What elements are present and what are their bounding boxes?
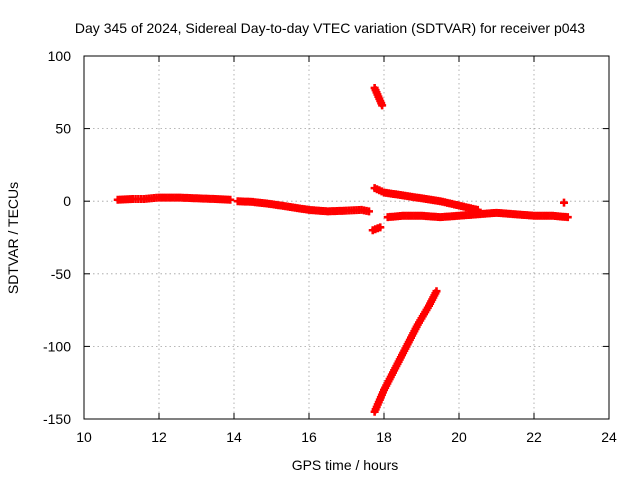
x-tick-label: 20 bbox=[451, 429, 467, 445]
y-tick-label: -50 bbox=[51, 266, 71, 282]
data-point bbox=[432, 287, 441, 296]
series-mid-trend bbox=[233, 197, 373, 216]
data-point bbox=[560, 198, 568, 207]
chart-title: Day 345 of 2024, Sidereal Day-to-day VTE… bbox=[75, 20, 585, 36]
y-tick-label: 100 bbox=[48, 48, 72, 64]
data-point bbox=[365, 207, 373, 216]
x-tick-label: 14 bbox=[226, 429, 242, 445]
y-tick-label: -100 bbox=[43, 338, 71, 354]
y-axis-label: SDTVAR / TECUs bbox=[5, 182, 21, 294]
data-point bbox=[563, 213, 572, 222]
y-tick-label: 0 bbox=[63, 193, 71, 209]
data-point bbox=[378, 101, 387, 110]
series-decline-after-jump bbox=[370, 184, 482, 214]
series-ramp bbox=[370, 287, 441, 416]
x-axis-label: GPS time / hours bbox=[292, 457, 399, 473]
data-points bbox=[113, 83, 572, 416]
y-tick-label: 50 bbox=[55, 121, 71, 137]
x-tick-label: 22 bbox=[526, 429, 542, 445]
y-tick-label: -150 bbox=[43, 411, 71, 427]
y-ticks: -150 -100 -50 0 50 100 bbox=[43, 48, 609, 427]
plot-frame bbox=[83, 55, 610, 420]
x-tick-label: 16 bbox=[301, 429, 317, 445]
series-lower-band bbox=[383, 208, 572, 222]
series-drop-segment bbox=[370, 83, 387, 110]
x-tick-label: 24 bbox=[601, 429, 617, 445]
x-tick-label: 10 bbox=[76, 429, 92, 445]
series-small-dip bbox=[368, 223, 385, 235]
x-tick-label: 12 bbox=[151, 429, 167, 445]
series-main-trend bbox=[113, 193, 235, 204]
data-point bbox=[226, 195, 235, 204]
data-point bbox=[376, 223, 385, 232]
x-tick-label: 18 bbox=[376, 429, 392, 445]
x-ticks: 10 12 14 16 18 20 22 24 bbox=[76, 56, 617, 445]
grid-lines bbox=[84, 56, 609, 419]
series-late-points bbox=[560, 198, 568, 207]
